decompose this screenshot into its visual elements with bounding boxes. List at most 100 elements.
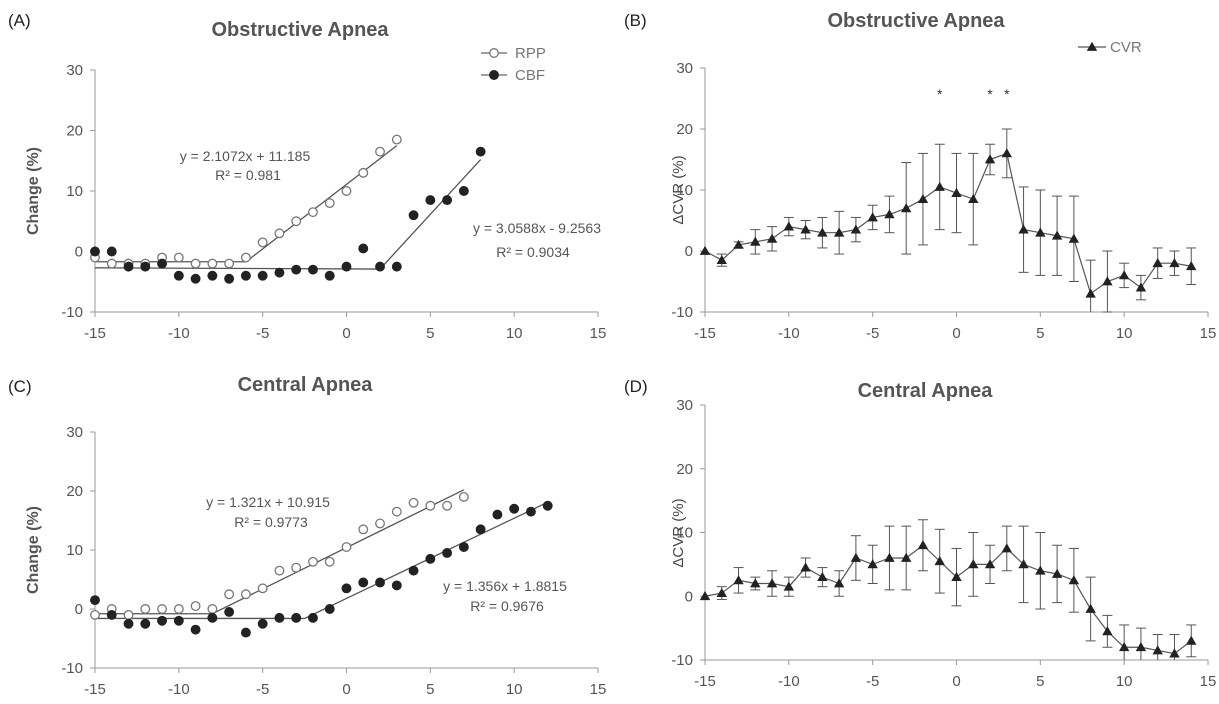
rpp-point — [358, 524, 369, 535]
x-tick-label: 0 — [952, 673, 960, 690]
x-tick-label: -10 — [778, 673, 800, 690]
cbf-point — [458, 186, 469, 196]
cbf-point — [90, 246, 100, 257]
cvr-point — [901, 552, 912, 562]
cbf-point — [291, 612, 302, 623]
cbf-point — [408, 210, 419, 221]
cbf-point — [257, 618, 268, 629]
regression-line — [94, 159, 482, 270]
cvr-point — [1068, 575, 1080, 585]
cvr-point — [1135, 282, 1147, 292]
r-squared-label: R² = 0.9773 — [234, 514, 308, 530]
cvr-point — [1186, 261, 1197, 271]
cbf-point — [173, 615, 184, 626]
x-tick-label: 5 — [1036, 325, 1044, 342]
cbf-point — [475, 524, 486, 535]
rpp-point — [140, 604, 151, 614]
regression-equation: y = 1.321x + 10.915 — [206, 494, 330, 510]
cvr-point — [699, 591, 711, 601]
regression-equation: y = 1.356x + 1.8815 — [443, 578, 567, 594]
cbf-point — [274, 267, 285, 278]
legend-marker — [1086, 41, 1098, 51]
cvr-point — [867, 559, 878, 569]
cvr-point — [1186, 635, 1197, 645]
cbf-point — [240, 627, 251, 638]
cbf-point — [157, 258, 168, 269]
cbf-point — [442, 548, 453, 558]
chart-title: Central Apnea — [858, 380, 994, 402]
y-tick-label: -10 — [61, 304, 83, 321]
cbf-point — [140, 261, 151, 272]
legend-marker — [489, 48, 499, 58]
y-tick-label: 20 — [66, 483, 83, 500]
x-tick-label: 10 — [506, 325, 523, 342]
cvr-point — [1051, 568, 1063, 578]
cvr-point — [968, 559, 979, 569]
cbf-point — [224, 607, 235, 617]
x-tick-label: -15 — [694, 325, 716, 342]
cbf-point — [425, 195, 436, 206]
cvr-point — [1169, 258, 1180, 268]
cvr-point — [733, 239, 744, 249]
cvr-point — [733, 575, 744, 585]
cvr-series-line — [704, 544, 1192, 655]
cbf-point — [408, 565, 419, 576]
cbf-point — [123, 618, 134, 629]
cbf-point — [324, 604, 335, 614]
legend-label: CVR — [1110, 39, 1142, 56]
cvr-point — [1018, 224, 1029, 234]
cvr-point — [951, 187, 962, 197]
x-tick-label: -10 — [168, 681, 190, 698]
chart-title: Obstructive Apnea — [211, 19, 389, 41]
cbf-point — [525, 506, 536, 517]
rpp-point — [341, 186, 352, 196]
cvr-point — [1001, 148, 1012, 158]
x-tick-label: -10 — [168, 325, 190, 342]
cvr-point — [1035, 227, 1046, 237]
cvr-point — [1035, 565, 1046, 575]
cvr-point — [901, 203, 912, 213]
y-tick-label: 0 — [685, 243, 693, 260]
cvr-point — [884, 552, 895, 562]
rpp-point — [324, 556, 335, 567]
cvr-series-line — [704, 152, 1192, 295]
cvr-point — [1118, 270, 1130, 280]
cbf-point — [207, 270, 218, 281]
panel-letter: (A) — [8, 11, 31, 30]
cbf-point — [291, 264, 302, 275]
x-tick-label: 15 — [1200, 325, 1217, 342]
panel-letter: (B) — [624, 11, 647, 30]
cvr-point — [1001, 543, 1012, 553]
legend-label: RPP — [515, 45, 546, 62]
rpp-point — [157, 604, 168, 614]
rpp-point — [207, 604, 218, 614]
rpp-point — [173, 252, 184, 263]
panel-letter: (C) — [8, 377, 32, 396]
cvr-point — [817, 571, 828, 582]
panel-a: (A) Obstructive Apnea Change (%) -10 0 10 20 30… — [8, 11, 606, 342]
chart-title: Obstructive Apnea — [827, 10, 1005, 32]
rpp-point — [173, 604, 184, 614]
cvr-point — [1085, 288, 1096, 298]
r-squared-label: R² = 0.981 — [215, 167, 281, 183]
chart-title: Central Apnea — [238, 374, 374, 396]
r-squared-label: R² = 0.9676 — [470, 598, 544, 614]
cvr-point — [750, 236, 761, 246]
cvr-point — [750, 578, 761, 588]
cvr-point — [1169, 648, 1180, 658]
rpp-point — [274, 565, 285, 576]
cvr-point — [766, 233, 778, 243]
rpp-point — [308, 207, 318, 218]
cbf-point — [341, 583, 352, 594]
cbf-point — [375, 577, 385, 588]
rpp-point — [375, 518, 385, 529]
y-axis-label: ΔCVR (%) — [670, 498, 687, 567]
x-tick-label: 15 — [590, 681, 607, 698]
x-tick-label: -5 — [866, 325, 879, 342]
cvr-point — [716, 587, 727, 597]
y-tick-label: 10 — [676, 525, 693, 542]
cvr-point — [1051, 230, 1063, 240]
y-tick-label: 30 — [676, 60, 693, 77]
cvr-point — [817, 227, 828, 237]
cbf-point — [190, 273, 201, 284]
